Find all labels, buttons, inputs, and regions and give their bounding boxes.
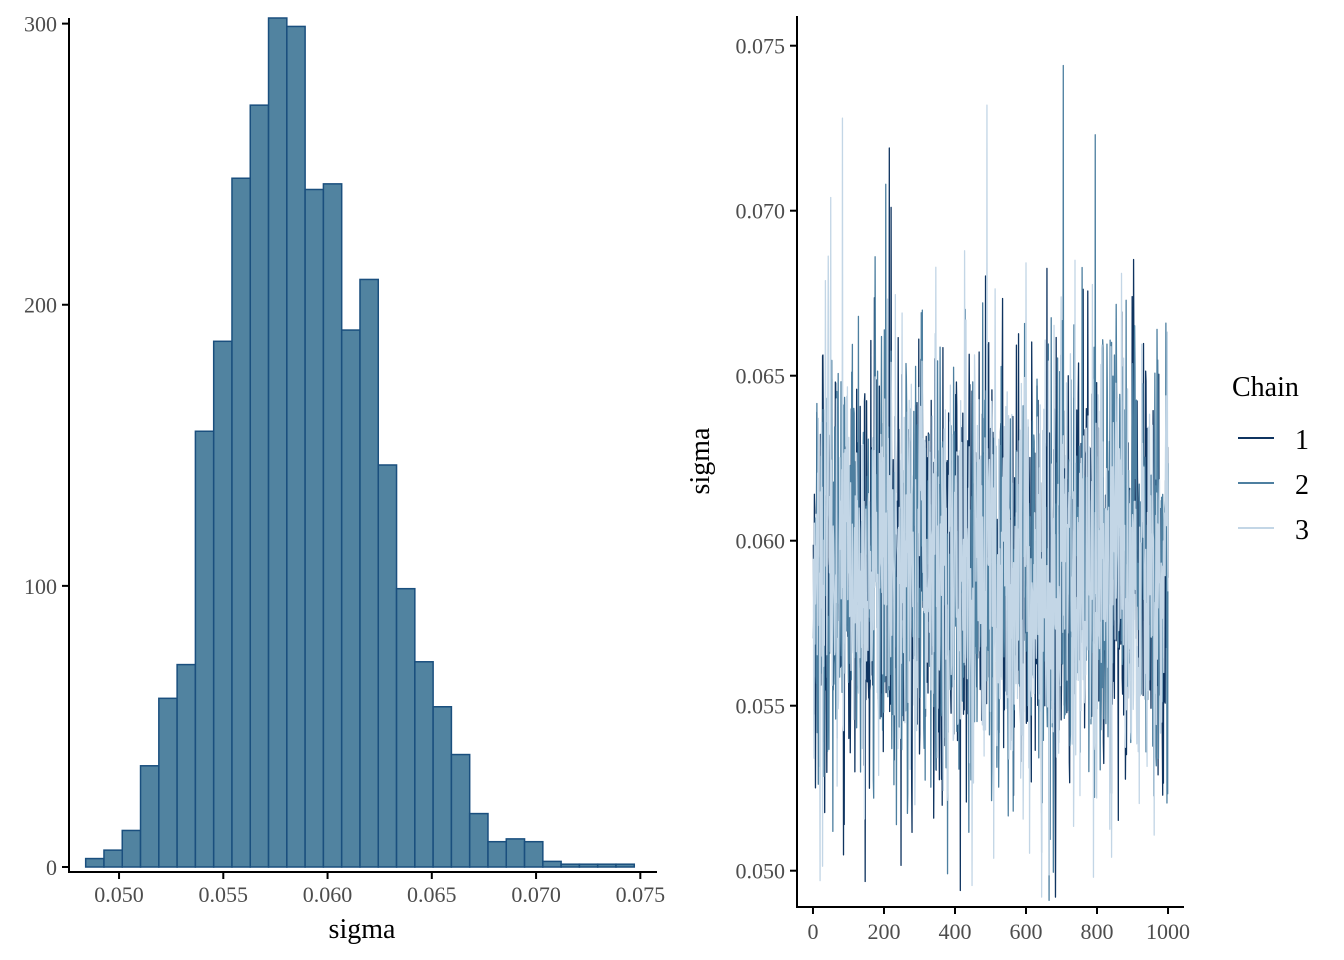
histogram-x-tick-label: 0.065 [407,882,457,907]
histogram-x-tick-label: 0.075 [616,882,666,907]
histogram-bar [596,863,617,868]
histogram-bar [194,430,215,868]
histogram-bar [322,183,343,868]
histogram-y-tick-label: 200 [24,293,57,318]
trace-x-tick-label: 200 [867,919,900,944]
histogram-bar [487,840,508,868]
histogram-bar [249,104,270,868]
histogram-x-ticks: 0.050 0.055 0.060 0.065 0.070 0.075 [94,872,665,907]
histogram-bars [84,17,636,868]
histogram-bar [304,188,325,868]
legend-label-chain-3: 3 [1295,515,1309,546]
trace-y-tick-label: 0.065 [736,364,786,389]
trace-x-ticks: 0 200 400 600 800 1000 [807,907,1190,944]
trace-x-tick-label: 600 [1010,919,1043,944]
histogram-bar [158,697,178,868]
histogram-bar [377,464,398,868]
histogram-x-tick-label: 0.050 [94,882,144,907]
histogram-bar [450,753,471,868]
trace-y-ticks: 0.050 0.055 0.060 0.065 0.070 0.075 [736,34,797,884]
legend-title: Chain [1232,372,1299,403]
trace-series-line-chain-3 [812,104,1169,898]
trace-x-tick-label: 800 [1081,919,1114,944]
trace-y-tick-label: 0.055 [736,694,786,719]
histogram-x-tick-label: 0.060 [303,882,353,907]
histogram-bar [340,329,361,868]
histogram-bar [121,829,142,868]
histogram-bar [286,25,306,868]
histogram-y-tick-label: 300 [24,12,57,37]
legend-items: 1 2 3 [1238,425,1309,546]
trace-y-tick-label: 0.070 [736,199,786,224]
histogram-bar [267,17,288,868]
histogram-bar [395,587,416,868]
histogram-x-tick-label: 0.070 [511,882,561,907]
histogram-bar [212,340,233,868]
histogram-bar [560,863,581,868]
histogram-bar [84,857,105,868]
histogram-y-tick-label: 100 [24,574,57,599]
trace-y-axis-title: sigma [685,427,716,494]
histogram-bar [505,838,526,868]
histogram-bar [615,863,636,868]
chain-legend: Chain 1 2 3 [1232,372,1309,546]
histogram-panel: 0.050 0.055 0.060 0.065 0.070 0.075 0 100 200 30… [24,12,665,945]
trace-y-tick-label: 0.050 [736,859,786,884]
trace-x-tick-label: 400 [938,919,971,944]
trace-y-tick-label: 0.075 [736,34,786,59]
histogram-x-axis-title: sigma [329,914,396,945]
histogram-bar [139,765,160,868]
histogram-bar [432,706,453,868]
histogram-bar [414,661,434,868]
histogram-bar [578,863,599,868]
histogram-bar [523,840,544,868]
histogram-y-tick-label: 0 [46,855,57,880]
trace-panel: 0 200 400 600 800 1000 0.0500.0550.0600.0650.… [685,16,1190,944]
histogram-x-tick-label: 0.055 [199,882,249,907]
trace-x-tick-label: 1000 [1146,919,1190,944]
histogram-bar [542,860,562,868]
legend-label-chain-1: 1 [1295,425,1309,456]
histogram-bar [103,849,124,868]
trace-x-tick-label: 0 [807,919,818,944]
legend-label-chain-2: 2 [1295,470,1309,501]
histogram-bar [231,177,252,868]
histogram-bar [176,663,197,868]
histogram-bar [468,812,489,868]
histogram-y-ticks: 0 100 200 300 [24,12,69,880]
trace-lines [812,64,1169,902]
histogram-bar [359,278,380,868]
trace-y-tick-label: 0.060 [736,529,786,554]
